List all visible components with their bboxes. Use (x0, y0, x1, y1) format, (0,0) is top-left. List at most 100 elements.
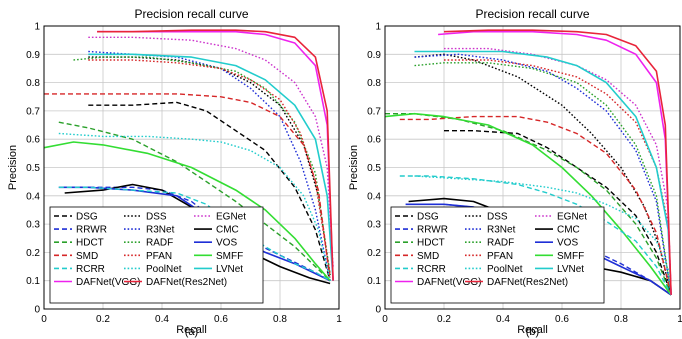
y-tick-label: 0.4 (26, 191, 40, 202)
y-tick-label: 0.2 (367, 248, 381, 259)
legend-label: R3Net (146, 225, 175, 236)
legend-label: DSG (76, 212, 98, 223)
legend-label: EGNet (557, 212, 587, 223)
legend: DSG DSS EGNet RRWR R3Net CMC HDCT RADF VOS SMD PFA… (390, 206, 605, 304)
y-tick-label: 0.1 (367, 276, 381, 287)
y-tick-label: 0.8 (26, 78, 40, 89)
x-tick-label: 0.8 (614, 314, 628, 325)
series-line-dafnet-res2net- (443, 29, 672, 295)
chart-title: Precision recall curve (475, 7, 589, 21)
series-line-hdct (58, 121, 331, 282)
x-tick-label: 0.2 (96, 314, 110, 325)
panel-label: (b) (526, 326, 539, 338)
x-tick-label: 0.4 (496, 314, 510, 325)
y-tick-label: 0.3 (367, 220, 381, 231)
legend-label: LVNet (216, 264, 243, 275)
series-line-radf (73, 56, 331, 276)
chart-panel-2: 0 0.2 0.4 0.6 0.8 1 0 0.1 0.2 0.3 0.4 0.5 0.6 0.7 0.8 0… (348, 7, 682, 338)
series-line-rcrr (399, 175, 672, 296)
y-tick-label: 0.6 (367, 135, 381, 146)
legend-label: CMC (216, 225, 239, 236)
legend-label: HDCT (76, 238, 104, 249)
legend-label: DAFNet(Res2Net) (146, 277, 227, 288)
y-tick-label: 0.8 (367, 78, 381, 89)
chart-panel-1: 0 0.2 0.4 0.6 0.8 1 0 0.1 0.2 0.3 0.4 0.5 0.6 0.7 0.8 0… (7, 7, 342, 338)
series-line-r3net (414, 53, 672, 296)
series-line-egnet (88, 36, 334, 267)
x-axis-label: Recall (176, 324, 207, 336)
y-axis-label: Precision (348, 145, 360, 190)
legend-label: RRWR (417, 225, 448, 236)
y-axis-label: Precision (7, 145, 19, 190)
y-tick-label: 0.7 (26, 106, 40, 117)
x-tick-label: 0 (382, 314, 388, 325)
y-tick-label: 0.9 (26, 50, 40, 61)
y-tick-label: 0.1 (26, 276, 40, 287)
legend-label: SMFF (216, 251, 243, 262)
plot-frame (384, 25, 681, 310)
legend-label: DAFNet(VGG) (76, 277, 140, 288)
y-tick-label: 0.5 (367, 163, 381, 174)
x-tick-label: 0.8 (273, 314, 287, 325)
series-lines (384, 29, 672, 296)
legend-label: RCRR (76, 264, 105, 275)
legend-label: DAFNet(VGG) (417, 277, 481, 288)
legend-label: HDCT (417, 238, 445, 249)
legend-label: PFAN (146, 251, 172, 262)
legend-label: EGNet (216, 212, 246, 223)
legend-label: DSS (146, 212, 167, 223)
x-tick-label: 0.6 (555, 314, 569, 325)
legend-label: SMD (417, 251, 439, 262)
y-tick-label: 1 (34, 22, 40, 33)
legend-box (390, 206, 605, 304)
series-line-dsg (88, 101, 331, 281)
legend-label: RADF (146, 238, 173, 249)
legend-label: R3Net (487, 225, 516, 236)
y-tick-label: 0.4 (367, 191, 381, 202)
plot-frame (43, 25, 340, 310)
legend-label: VOS (557, 238, 578, 249)
series-line-dsg (444, 129, 672, 296)
series-line-egnet (444, 47, 672, 295)
y-tick-label: 0.9 (367, 50, 381, 61)
series-line-dss (88, 56, 331, 276)
legend-label: RCRR (417, 264, 446, 275)
y-tick-label: 1 (375, 22, 381, 33)
panel-label: (a) (185, 326, 198, 338)
y-tick-label: 0.2 (26, 248, 40, 259)
chart-title: Precision recall curve (134, 7, 248, 21)
series-line-poolnet (58, 132, 331, 281)
x-axis-label: Recall (517, 324, 548, 336)
legend-label: SMFF (557, 251, 584, 262)
legend-label: PFAN (487, 251, 513, 262)
y-tick-label: 0 (375, 305, 381, 316)
y-tick-label: 0.6 (26, 135, 40, 146)
legend-label: SMD (76, 251, 98, 262)
y-tick-label: 0.3 (26, 220, 40, 231)
x-tick-label: 0.4 (155, 314, 169, 325)
series-line-lvnet (88, 53, 334, 281)
series-line-smd (44, 93, 331, 281)
legend-label: DAFNet(Res2Net) (487, 277, 568, 288)
legend-label: DSS (487, 212, 508, 223)
series-line-radf (414, 62, 672, 296)
legend-label: PoolNet (146, 264, 182, 275)
series-line-dafnet-vgg- (438, 30, 672, 295)
legend: DSG DSS EGNet RRWR R3Net CMC HDCT RADF VOS SMD PFA… (49, 206, 264, 304)
y-tick-label: 0.5 (26, 163, 40, 174)
series-line-pfan (444, 59, 672, 295)
legend-box (49, 206, 264, 304)
series-line-dafnet-res2net- (97, 29, 334, 281)
series-line-pfan (88, 59, 331, 276)
x-tick-label: 1 (336, 314, 342, 325)
x-tick-label: 0 (41, 314, 47, 325)
legend-label: CMC (557, 225, 580, 236)
legend-label: VOS (216, 238, 237, 249)
x-tick-label: 0.2 (437, 314, 451, 325)
series-line-dss (414, 53, 672, 296)
y-tick-label: 0.7 (367, 106, 381, 117)
series-line-lvnet (414, 50, 672, 295)
series-line-smff (384, 112, 672, 296)
legend-label: RADF (487, 238, 514, 249)
